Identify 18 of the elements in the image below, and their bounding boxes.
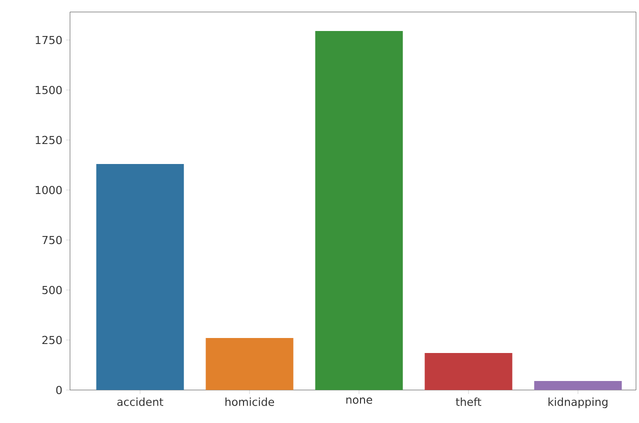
y-tick-label: 0 xyxy=(56,386,62,394)
x-tick-label: none xyxy=(346,398,372,404)
y-tick-label: 500 xyxy=(42,286,62,294)
y-tick-label: 1250 xyxy=(36,136,62,144)
y-tick-label: 1500 xyxy=(36,86,62,94)
x-tick-label: theft xyxy=(456,398,482,406)
bar xyxy=(96,164,184,390)
bar xyxy=(315,30,403,390)
y-tick-label: 1000 xyxy=(36,186,62,194)
y-tick-label: 750 xyxy=(42,236,62,244)
bar xyxy=(534,381,622,390)
bar xyxy=(424,353,512,390)
bar xyxy=(206,338,294,390)
y-tick-label: 1750 xyxy=(36,36,62,44)
x-tick-label: accident xyxy=(117,398,164,406)
x-tick-label: kidnapping xyxy=(548,398,608,408)
x-tick-label: homicide xyxy=(225,398,274,406)
y-tick-label: 250 xyxy=(42,336,62,344)
